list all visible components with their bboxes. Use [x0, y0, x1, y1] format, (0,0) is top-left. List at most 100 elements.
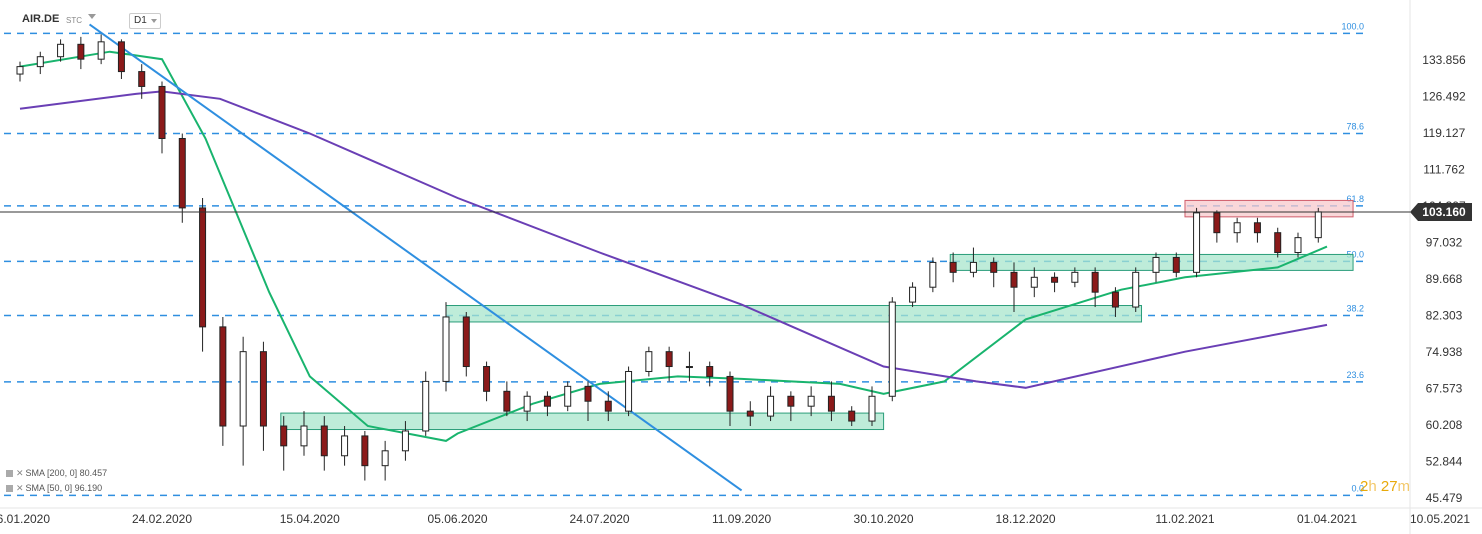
fib-level-label: 50.0 — [1346, 249, 1364, 259]
date-tick-label: 30.10.2020 — [854, 512, 914, 526]
candle-body — [685, 366, 693, 369]
candle-body — [1294, 237, 1302, 254]
candle-body — [77, 43, 85, 60]
candle-body — [645, 351, 653, 372]
candle-body — [219, 326, 227, 427]
date-tick-label: 18.12.2020 — [996, 512, 1056, 526]
price-tick-label: 97.032 — [1426, 235, 1463, 249]
candle-body — [1274, 232, 1282, 254]
settings-icon[interactable] — [6, 485, 13, 492]
candle-body — [848, 410, 856, 422]
chevron-down-icon[interactable] — [88, 14, 96, 19]
candle-body — [929, 261, 937, 288]
countdown-hours-unit: h — [1368, 478, 1377, 495]
candle-body — [767, 395, 775, 417]
candle-body — [97, 41, 105, 60]
candle-body — [36, 56, 44, 68]
date-tick-label: 24.07.2020 — [570, 512, 630, 526]
date-tick-label: 24.02.2020 — [132, 512, 192, 526]
support-zone — [445, 305, 1143, 323]
support-zone — [280, 412, 885, 431]
candle-body — [990, 261, 998, 273]
price-tick-label: 133.856 — [1422, 53, 1466, 67]
price-tick-label: 119.127 — [1423, 126, 1466, 140]
price-tick-label: 67.573 — [1426, 381, 1463, 395]
price-tick-label: 52.844 — [1426, 454, 1463, 468]
candle-body — [57, 43, 65, 58]
settings-icon[interactable] — [6, 470, 13, 477]
support-zone — [949, 253, 1354, 271]
candle-body — [341, 435, 349, 457]
resistance-zone — [1184, 199, 1354, 218]
candle-body — [300, 425, 308, 447]
candle-body — [1091, 271, 1099, 293]
legend-sma-200[interactable]: ✕ SMA [200, 0] 80.457 — [6, 468, 107, 479]
timeframe-select[interactable]: D1 — [129, 13, 161, 29]
candle-body — [1132, 271, 1140, 308]
candle-body — [1253, 222, 1261, 234]
candle-body — [16, 66, 24, 75]
candle-body — [523, 395, 531, 412]
fib-level-label: 78.6 — [1346, 122, 1364, 132]
candle-body — [381, 450, 389, 467]
candle-body — [1193, 212, 1201, 273]
candle-body — [1071, 271, 1079, 283]
price-tick-label: 60.208 — [1426, 418, 1463, 432]
candle-body — [503, 390, 511, 412]
price-tick-label: 126.492 — [1422, 89, 1466, 103]
sma-200-line — [19, 90, 1328, 389]
candle-countdown: 2h 27m — [1360, 478, 1410, 495]
candle-body — [1233, 222, 1241, 234]
chevron-down-icon — [151, 19, 157, 23]
countdown-hours: 2 — [1360, 478, 1369, 495]
candle-body — [909, 286, 917, 303]
fib-level-label: 61.8 — [1346, 194, 1364, 204]
candle-body — [584, 385, 592, 402]
support-resistance-zones — [280, 199, 1354, 431]
candle-body — [259, 351, 267, 427]
symbol-label[interactable]: AIR.DE — [22, 13, 60, 25]
candle-body — [442, 316, 450, 382]
candle-body — [888, 301, 896, 397]
candle-body — [422, 380, 430, 432]
candle-body — [117, 41, 125, 73]
candles — [16, 34, 1322, 481]
legend-sma-50[interactable]: ✕ SMA [50, 0] 96.190 — [6, 483, 102, 494]
date-tick-label: 06.01.2020 — [0, 512, 50, 526]
countdown-minutes-unit: m — [1397, 478, 1411, 495]
timeframe-value: D1 — [134, 15, 147, 26]
price-tick-label: 45.479 — [1426, 491, 1463, 505]
candle-body — [543, 395, 551, 407]
candle-body — [1172, 256, 1180, 273]
fib-level-label: 23.6 — [1346, 370, 1364, 380]
legend-sma-200-label: SMA [200, 0] 80.457 — [25, 468, 108, 478]
price-tick-label: 89.668 — [1426, 272, 1463, 286]
candle-body — [1030, 276, 1038, 288]
date-tick-label: 11.02.2021 — [1155, 512, 1214, 526]
candle-body — [361, 435, 369, 467]
candle-body — [564, 385, 572, 407]
close-icon[interactable]: ✕ — [16, 483, 24, 493]
price-tick-label: 74.938 — [1426, 345, 1463, 359]
candle-body — [280, 425, 288, 447]
candle-body — [320, 425, 328, 457]
countdown-minutes: 27 — [1380, 478, 1398, 495]
price-tick-label: 111.762 — [1423, 162, 1465, 176]
candle-body — [158, 85, 166, 139]
candle-body — [138, 71, 146, 87]
candle-body — [1051, 276, 1059, 283]
candle-body — [787, 395, 795, 407]
candle-body — [1010, 271, 1018, 288]
candle-body — [178, 137, 186, 209]
candle-body — [1213, 212, 1221, 234]
candle-body — [807, 395, 815, 407]
candle-body — [969, 261, 977, 273]
date-tick-label: 15.04.2020 — [280, 512, 340, 526]
fib-level-label: 100.0 — [1341, 21, 1364, 31]
legend-sma-50-label: SMA [50, 0] 96.190 — [25, 483, 103, 493]
current-price-tag — [1410, 203, 1472, 222]
instrument-type-label: STC — [66, 16, 82, 25]
close-icon[interactable]: ✕ — [16, 468, 24, 478]
date-tick-label: 10.05.2021 — [1410, 512, 1470, 526]
